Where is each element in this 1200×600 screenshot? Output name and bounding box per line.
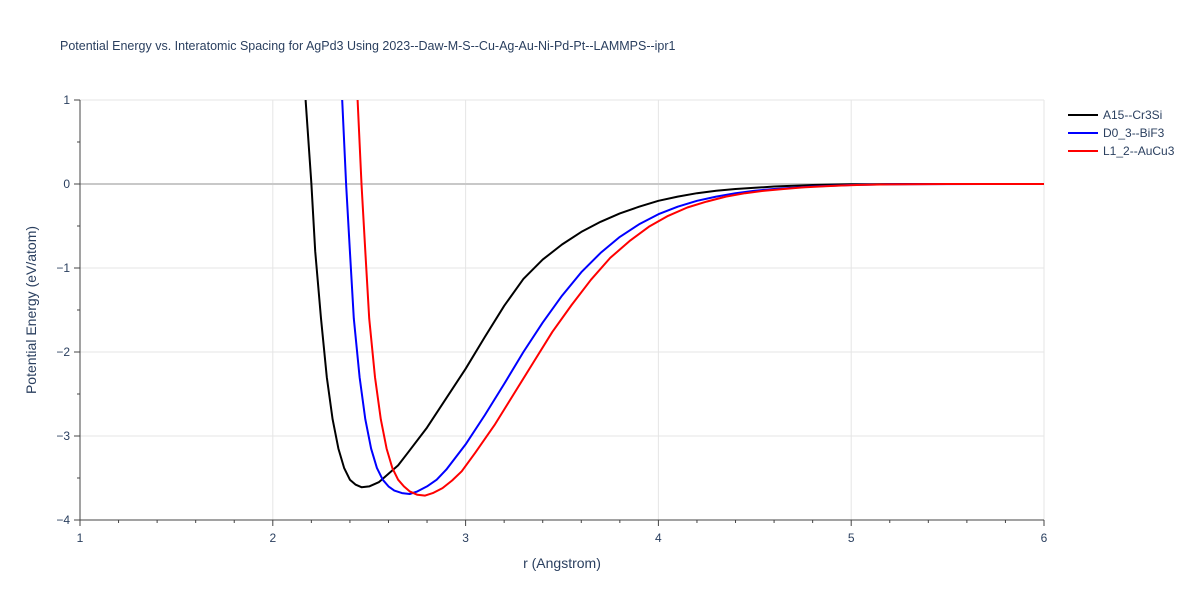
x-tick-label: 3 (462, 531, 469, 545)
y-tick-label: 0 (63, 177, 70, 191)
x-tick-label: 5 (848, 531, 855, 545)
series-line-1 (341, 100, 1044, 495)
chart-title: Potential Energy vs. Interatomic Spacing… (60, 39, 676, 53)
x-tick-label: 1 (77, 531, 84, 545)
series-layer (304, 100, 1044, 497)
legend-label: L1_2--AuCu3 (1103, 144, 1175, 158)
axes-layer (79, 100, 1044, 521)
legend-label: A15--Cr3Si (1103, 108, 1162, 122)
y-tick-label: −2 (56, 345, 70, 359)
legend-item-0[interactable]: A15--Cr3Si (1068, 108, 1162, 122)
grid-layer (80, 99, 1045, 520)
tick-layer: 1 2 3 4 5 6 −4 −3 −2 −1 0 1 (56, 93, 1047, 545)
x-axis-title: r (Angstrom) (523, 555, 601, 571)
x-tick-label: 2 (269, 531, 276, 545)
y-tick-label: −3 (56, 429, 70, 443)
legend-item-2[interactable]: L1_2--AuCu3 (1068, 144, 1175, 158)
series-line-0 (304, 100, 1044, 489)
y-tick-label: 1 (63, 93, 70, 107)
x-tick-label: 4 (655, 531, 662, 545)
legend-label: D0_3--BiF3 (1103, 126, 1165, 140)
y-tick-label: −1 (56, 261, 70, 275)
legend-item-1[interactable]: D0_3--BiF3 (1068, 126, 1165, 140)
y-axis-title: Potential Energy (eV/atom) (23, 226, 39, 394)
series-line-2 (356, 100, 1044, 497)
legend[interactable]: A15--Cr3Si D0_3--BiF3 L1_2--AuCu3 (1068, 108, 1175, 158)
y-tick-label: −4 (56, 513, 70, 527)
x-tick-label: 6 (1041, 531, 1048, 545)
